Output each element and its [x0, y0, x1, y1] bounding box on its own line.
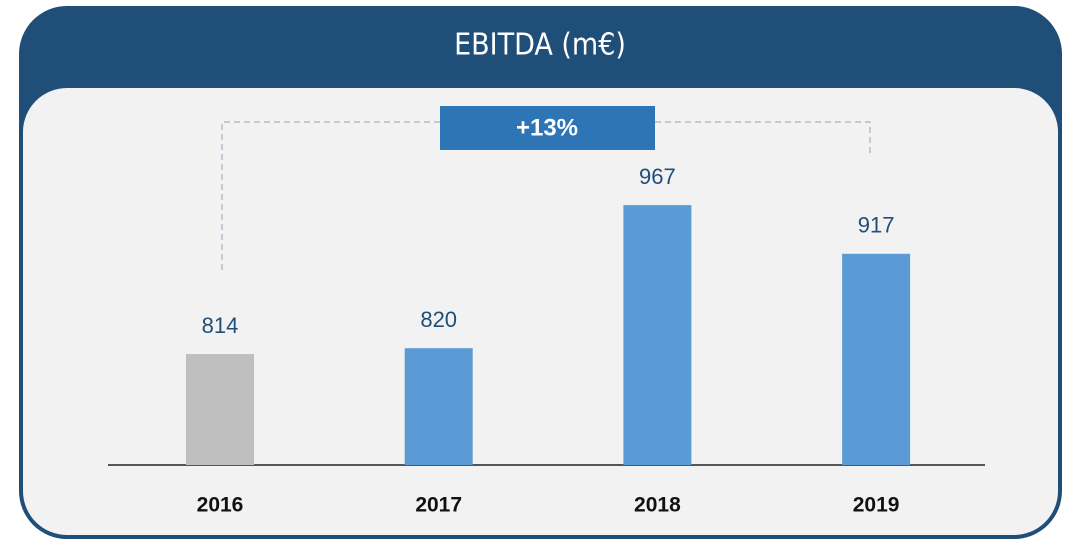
chart-title: EBITDA (m€): [454, 28, 626, 63]
bar: [186, 354, 254, 465]
bar: [404, 348, 473, 465]
x-tick-label: 2016: [197, 494, 244, 517]
panel: [23, 88, 1058, 535]
x-tick-label: 2017: [415, 494, 462, 517]
bar: [842, 253, 911, 465]
badge: [440, 106, 655, 150]
value-label: 820: [420, 307, 457, 332]
bracket: [221, 121, 871, 270]
annotation: +13%: [516, 114, 578, 141]
value-label: 917: [858, 213, 895, 238]
bar: [623, 205, 692, 465]
value-label: 814: [202, 313, 239, 338]
value-label: 967: [639, 164, 676, 189]
x-tick-label: 2018: [634, 494, 681, 517]
x-tick-label: 2019: [853, 494, 900, 517]
